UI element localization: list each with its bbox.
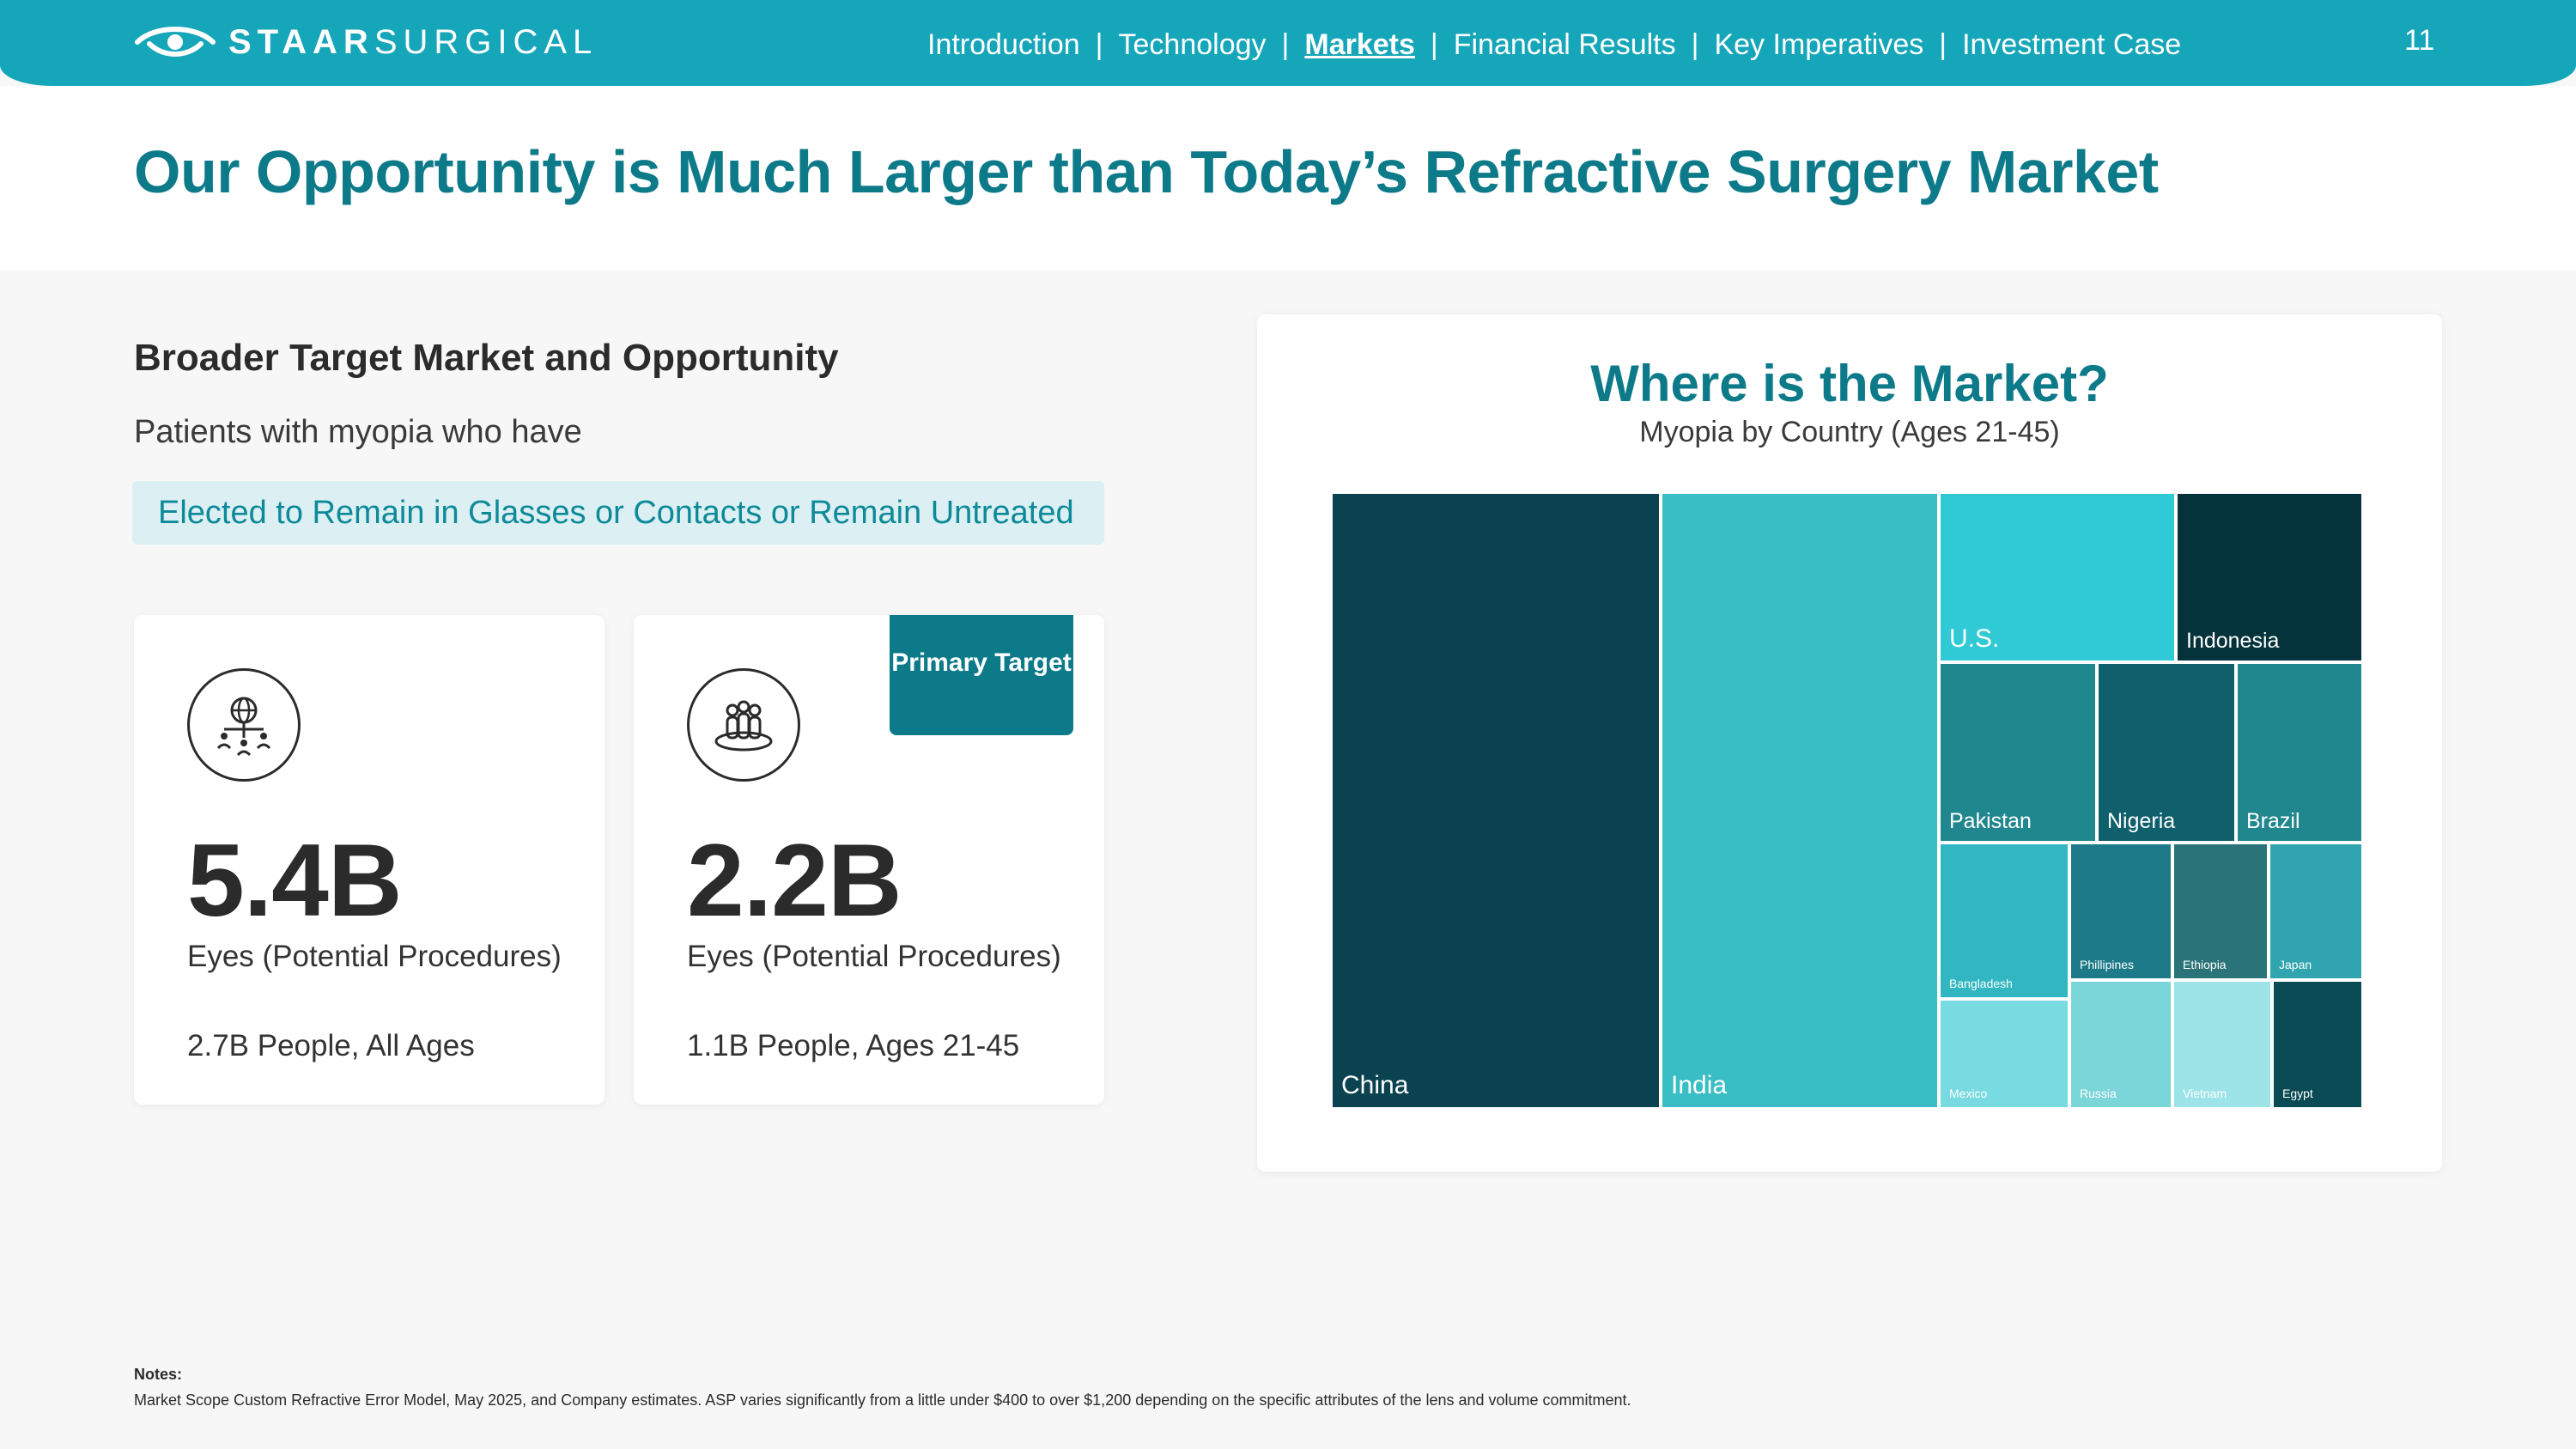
nav-separator: | [1430,27,1438,61]
nav-markets[interactable]: Markets [1304,27,1415,61]
market-card-ages-21-45: Primary Target 2.2B Eyes (Potential Proc… [634,615,1104,1105]
treemap-label: Indonesia [2186,629,2280,653]
page-title: Our Opportunity is Much Larger than Toda… [134,138,2159,205]
treemap-cell-vietnam: Vietnam [2172,980,2272,1109]
treemap-label: Nigeria [2107,809,2176,833]
treemap-cell-brazil: Brazil [2236,662,2363,843]
globe-people-icon [216,697,271,757]
treemap-label: Ethiopia [2183,958,2227,971]
people-target-note: 1.1B People, Ages 21-45 [687,1029,1020,1062]
company-logo[interactable]: STAARSURGICAL [134,17,598,67]
eyes-target-value: 2.2B [687,823,902,938]
notes-heading: Notes: [134,1366,183,1383]
nav-key-imperatives[interactable]: Key Imperatives [1714,27,1924,61]
myopia-treemap: China India U.S. Indonesia Pakistan Nigeria Br… [1331,492,2363,1109]
treemap-label: Phillipines [2080,958,2135,971]
treemap-label: U.S. [1949,624,2000,653]
section-subtext: Patients with myopia who have [134,414,582,450]
eyes-total-value: 5.4B [187,823,402,938]
logo-wordmark: STAARSURGICAL [228,22,598,61]
treemap-cell-egypt: Egypt [2272,980,2363,1109]
highlight-pill: Elected to Remain in Glasses or Contacts… [132,481,1104,545]
treemap-cell-japan: Japan [2269,843,2363,980]
chart-title: Where is the Market? [1590,355,2109,412]
treemap-label: Bangladesh [1949,977,2013,990]
treemap-label: Russia [2080,1087,2117,1100]
market-card-all-ages: 5.4B Eyes (Potential Procedures) 2.7B Pe… [134,615,605,1105]
treemap-label: Egypt [2282,1087,2313,1100]
notes-text: Market Scope Custom Refractive Error Mod… [134,1391,1631,1409]
nav-technology[interactable]: Technology [1118,27,1267,61]
globe-people-icon [187,668,301,782]
treemap-label: Mexico [1949,1087,1988,1100]
nav-separator: | [1691,27,1699,61]
chart-subtitle: Myopia by Country (Ages 21-45) [1639,416,2060,448]
eyes-target-label: Eyes (Potential Procedures) [687,940,1061,973]
header-bar: STAARSURGICAL Introduction | Technology … [0,0,2576,86]
title-band [0,86,2576,270]
top-navigation: Introduction | Technology | Markets | Fi… [927,24,2181,65]
group-people-icon [714,700,773,752]
treemap-cell-russia: Russia [2069,980,2172,1109]
treemap-cell-indonesia: Indonesia [2176,492,2363,662]
primary-target-badge: Primary Target [890,615,1073,735]
section-heading: Broader Target Market and Opportunity [134,337,839,379]
treemap-cell-india: India [1661,492,1939,1109]
treemap-cell-phillipines: Phillipines [2069,843,2172,980]
treemap-label: China [1341,1071,1409,1099]
treemap-cell-ethiopia: Ethiopia [2172,843,2269,980]
treemap-label: Brazil [2246,809,2300,833]
nav-separator: | [1095,27,1103,61]
people-total-note: 2.7B People, All Ages [187,1029,475,1062]
treemap-label: India [1671,1071,1728,1099]
nav-separator: | [1939,27,1947,61]
treemap-cell-u-s: U.S. [1939,492,2176,662]
treemap-label: Japan [2279,958,2312,971]
treemap-label: Vietnam [2183,1087,2227,1100]
treemap-cell-bangladesh: Bangladesh [1939,843,2069,999]
treemap-cell-china: China [1331,492,1661,1109]
nav-financial-results[interactable]: Financial Results [1453,27,1676,61]
page-number: 11 [2404,24,2435,57]
treemap-cell-mexico: Mexico [1939,999,2069,1109]
eyes-total-label: Eyes (Potential Procedures) [187,940,562,973]
treemap-cell-nigeria: Nigeria [2097,662,2236,843]
treemap-label: Pakistan [1949,809,2032,833]
group-people-icon [687,668,800,782]
nav-introduction[interactable]: Introduction [927,27,1080,61]
eye-logo-icon [135,27,216,57]
nav-separator: | [1281,27,1290,61]
treemap-cell-pakistan: Pakistan [1939,662,2097,843]
nav-investment-case[interactable]: Investment Case [1962,27,2182,61]
